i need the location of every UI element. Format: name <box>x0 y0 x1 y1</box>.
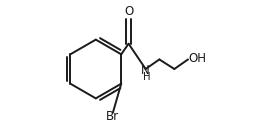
Text: OH: OH <box>188 52 206 65</box>
Text: O: O <box>124 6 133 18</box>
Text: Br: Br <box>106 110 119 123</box>
Text: N: N <box>141 64 150 77</box>
Text: H: H <box>143 71 150 82</box>
